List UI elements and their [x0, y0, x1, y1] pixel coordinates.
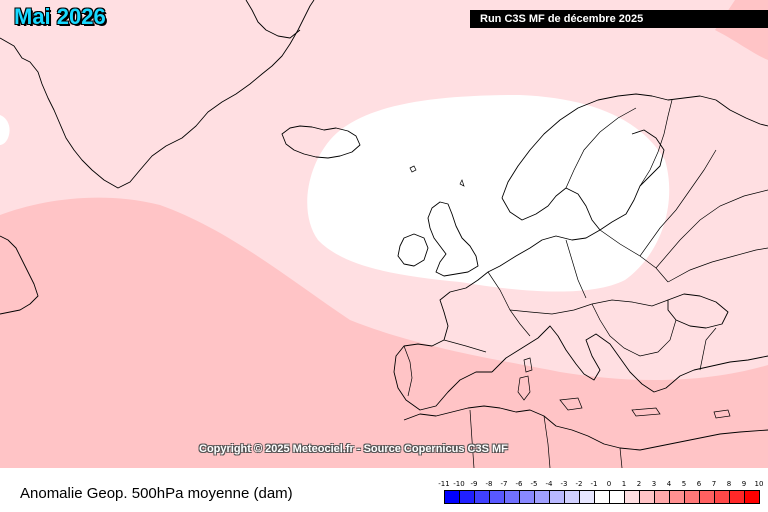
coastline-baltic — [599, 129, 665, 231]
border-iberia — [403, 345, 413, 397]
legend-tick-label: 10 — [754, 480, 764, 488]
coastline-continent-west — [393, 229, 601, 411]
island-faroe — [409, 165, 417, 173]
legend-tick-label: 8 — [726, 480, 732, 488]
border-east-1 — [655, 189, 768, 269]
forecast-map: Mai 2026 Run C3S MF de décembre 2025 Cop… — [0, 0, 768, 468]
border-finland — [639, 99, 673, 187]
legend-swatch — [564, 490, 580, 504]
coastline-labrador — [0, 235, 39, 315]
coastline-greenland — [0, 0, 315, 189]
legend-swatch — [669, 490, 685, 504]
anomaly-neutral-west — [0, 115, 10, 145]
legend-swatch — [699, 490, 715, 504]
border-africa-1 — [469, 409, 475, 468]
legend-swatch — [654, 490, 670, 504]
coastline-iceland — [281, 125, 361, 159]
islands — [409, 165, 731, 419]
copyright-notice: Copyright © 2025 Meteociel.fr - Source C… — [199, 443, 508, 455]
coastline-mediterranean-north — [491, 325, 768, 393]
island-shetland — [459, 179, 465, 187]
legend-swatch — [624, 490, 640, 504]
border-balkans — [591, 303, 677, 357]
border-france-spain — [443, 339, 487, 353]
legend-tick-label: -4 — [545, 480, 553, 488]
legend-tick-label: 1 — [621, 480, 627, 488]
coastlines — [0, 0, 768, 451]
legend-swatch — [504, 490, 520, 504]
border-africa-3 — [619, 447, 623, 468]
bottom-bar: Anomalie Geop. 500hPa moyenne (dam) -11-… — [0, 468, 768, 512]
coastline-norway-south — [501, 187, 601, 231]
legend-swatch — [714, 490, 730, 504]
anomaly-band-warm — [0, 197, 768, 468]
legend-swatch — [729, 490, 745, 504]
legend-tick-label: -7 — [500, 480, 508, 488]
island-cyprus — [713, 409, 731, 419]
legend-tick-label: 6 — [696, 480, 702, 488]
legend-tick-label: -8 — [485, 480, 493, 488]
legend-swatch — [744, 490, 760, 504]
border-scandinavia — [565, 107, 637, 189]
legend-swatch — [609, 490, 625, 504]
island-sardinia — [517, 375, 531, 401]
coastline-greenland-north — [245, 0, 301, 39]
legend-tick-label: -3 — [560, 480, 568, 488]
legend-tick-label: 5 — [681, 480, 687, 488]
legend-tick-label: -10 — [453, 480, 465, 488]
legend-tick-label: -5 — [530, 480, 538, 488]
legend-tick-label: 9 — [741, 480, 747, 488]
coastline-north-africa — [403, 405, 768, 451]
map-canvas — [0, 0, 768, 468]
color-legend: -11 -10 -9 -8 -7 -6 -5 -4 -3 -2 -1 0 1 2 3 4 5 6 7 8 9 10 — [438, 480, 763, 506]
legend-tick-label: -6 — [515, 480, 523, 488]
legend-tick-label: -11 — [438, 480, 450, 488]
country-borders — [403, 99, 768, 468]
border-germany-poland — [565, 239, 587, 299]
legend-tick-label: 7 — [711, 480, 717, 488]
legend-swatch — [489, 490, 505, 504]
run-label: Run C3S MF de décembre 2025 — [470, 10, 768, 28]
legend-tick-label: -9 — [470, 480, 478, 488]
border-africa-2 — [543, 415, 551, 468]
legend-swatch — [459, 490, 475, 504]
coastline-black-sea — [667, 293, 729, 329]
legend-swatch — [684, 490, 700, 504]
legend-swatch — [444, 490, 460, 504]
border-russia — [667, 247, 768, 283]
island-sicily — [559, 397, 583, 411]
legend-tick-label: -1 — [590, 480, 598, 488]
island-corsica — [523, 357, 533, 373]
legend-swatch — [639, 490, 655, 504]
legend-tick-label: 2 — [636, 480, 642, 488]
legend-swatch — [534, 490, 550, 504]
legend-tick-label: -2 — [575, 480, 583, 488]
coastline-ireland — [397, 233, 429, 267]
map-caption: Anomalie Geop. 500hPa moyenne (dam) — [20, 485, 293, 502]
border-turkey — [699, 327, 717, 371]
legend-swatch — [519, 490, 535, 504]
legend-swatch — [594, 490, 610, 504]
map-title: Mai 2026 — [14, 4, 106, 29]
coastline-great-britain — [427, 201, 479, 277]
coastline-scandinavia — [501, 93, 717, 199]
legend-swatch — [474, 490, 490, 504]
island-crete — [631, 407, 661, 417]
coastline-northeast — [715, 99, 768, 127]
anomaly-neutral-area — [307, 95, 670, 292]
legend-tick-label: 3 — [651, 480, 657, 488]
legend-swatch — [549, 490, 565, 504]
legend-swatch — [579, 490, 595, 504]
border-east-2 — [639, 149, 717, 257]
legend-tick-label: 4 — [666, 480, 672, 488]
legend-tick-label: 0 — [606, 480, 612, 488]
